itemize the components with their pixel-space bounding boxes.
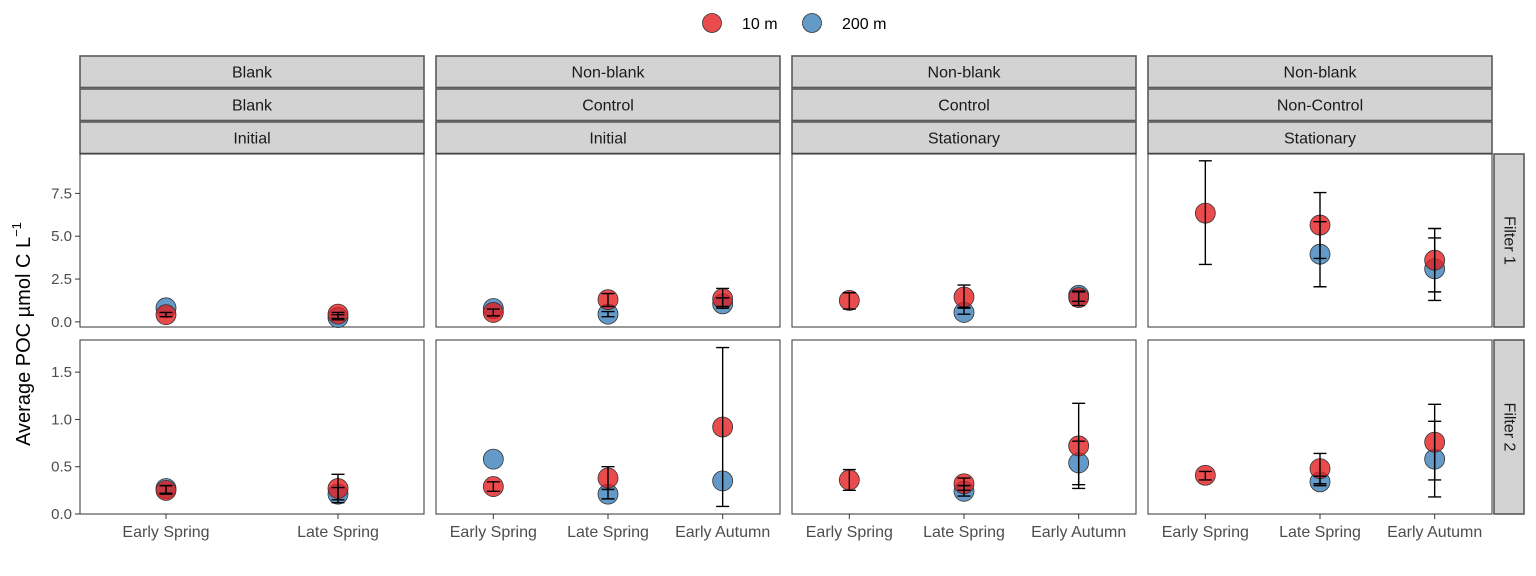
- facet-strip-label-non-control: Non-Control: [1277, 97, 1363, 114]
- row-strip-filter-1: [1493, 153, 1525, 328]
- error-bar-200-m-early-autumn: [1428, 237, 1442, 302]
- facet-strip-1-level-3: [79, 121, 425, 155]
- axes: 0.0 2.5 5.0 7.5 0.0 0.5 1.0 1.5 Early Spring Late…: [51, 185, 1482, 541]
- y-tick-label: 0.0: [51, 506, 72, 523]
- row-strip-label-filter-2: Filter 2: [1501, 403, 1518, 452]
- data-point-200-m-early-spring: [482, 448, 504, 470]
- facet-strip-1-level-1: [79, 55, 425, 89]
- facet-strip-label-blank: Blank: [232, 64, 273, 81]
- error-bar-10-m-early-spring: [159, 311, 173, 318]
- x-tick-label-late-spring: Late Spring: [297, 524, 379, 541]
- y-axis-title-superscript: −1: [9, 222, 24, 237]
- facet-strip-2-level-1: [435, 55, 781, 89]
- facet-panels: [79, 153, 1493, 515]
- facet-strip-label-blank: Blank: [232, 97, 273, 114]
- facet-strip-4-level-1: [1147, 55, 1493, 89]
- error-bar-10-m-early-spring: [1198, 160, 1212, 266]
- error-bar-200-m-late-spring: [331, 313, 345, 321]
- facet-strip-3-level-1: [791, 55, 1137, 89]
- panel-col1-filter-2: [79, 339, 425, 515]
- error-bar-10-m-early-spring: [486, 308, 500, 317]
- facet-strip-label-stationary: Stationary: [928, 130, 1000, 147]
- facet-strip-label-non-blank: Non-blank: [572, 64, 646, 81]
- error-bar-200-m-early-autumn: [716, 297, 730, 309]
- error-bar-200-m-late-spring: [957, 484, 971, 497]
- x-tick-label-late-spring: Late Spring: [567, 524, 649, 541]
- error-bar-10-m-early-spring: [486, 481, 500, 493]
- error-bar-200-m-late-spring: [957, 307, 971, 315]
- facet-strip-4-level-2: [1147, 88, 1493, 122]
- y-axis-title: Average POC µmol C L−1: [9, 222, 35, 446]
- legend-key-200-m: [802, 13, 822, 33]
- panel-col1-filter-1: [79, 153, 425, 328]
- facet-strip-label-initial: Initial: [233, 130, 270, 147]
- error-bar-10-m-early-spring: [842, 292, 856, 310]
- facet-strip-label-non-blank: Non-blank: [1284, 64, 1358, 81]
- legend-key-10-m: [702, 13, 722, 33]
- x-tick-label-early-spring: Early Spring: [1162, 524, 1249, 541]
- legend-label-10-m: 10 m: [742, 16, 778, 33]
- facet-strip-label-non-blank: Non-blank: [928, 64, 1002, 81]
- facet-strip-label-initial: Initial: [589, 130, 626, 147]
- y-tick-label: 2.5: [51, 271, 72, 288]
- x-tick-label-early-autumn: Early Autumn: [675, 524, 770, 541]
- error-bar-10-m-early-spring: [1198, 470, 1212, 481]
- y-axis-title-main: Average POC µmol C L: [13, 237, 35, 446]
- error-bar-200-m-late-spring: [601, 488, 615, 500]
- x-tick-label-early-autumn: Early Autumn: [1387, 524, 1482, 541]
- x-tick-label-early-spring: Early Spring: [450, 524, 537, 541]
- error-bar-10-m-late-spring: [601, 292, 615, 308]
- x-tick-label-early-autumn: Early Autumn: [1031, 524, 1126, 541]
- facet-strip-label-control: Control: [582, 97, 634, 114]
- x-tick-label-early-spring: Early Spring: [122, 524, 209, 541]
- error-bar-10-m-early-spring: [842, 468, 856, 492]
- error-bar-10-m-late-spring: [957, 284, 971, 309]
- facet-strip-1-level-2: [79, 88, 425, 122]
- row-strip-filter-2: [1493, 339, 1525, 515]
- error-bar-200-m-early-autumn: [1428, 420, 1442, 498]
- error-bar-200-m-late-spring: [1313, 220, 1327, 288]
- error-bar-200-m-early-spring: [159, 484, 173, 494]
- facet-strip-2-level-3: [435, 121, 781, 155]
- facet-strips: Blank Blank Initial Non-blank Control Initial…: [79, 55, 1525, 515]
- y-tick-label: 5.0: [51, 228, 72, 245]
- y-tick-label: 7.5: [51, 185, 72, 202]
- facet-strip-label-stationary: Stationary: [1284, 130, 1356, 147]
- facet-strip-label-control: Control: [938, 97, 990, 114]
- y-tick-label: 0.0: [51, 314, 72, 331]
- x-tick-label-late-spring: Late Spring: [1279, 524, 1361, 541]
- error-bar-200-m-late-spring: [1313, 475, 1327, 487]
- y-tick-label: 0.5: [51, 459, 72, 476]
- y-tick-label: 1.5: [51, 364, 72, 381]
- legend-label-200-m: 200 m: [842, 16, 886, 33]
- facet-strip-2-level-2: [435, 88, 781, 122]
- y-tick-label: 1.0: [51, 411, 72, 428]
- error-bar-200-m-late-spring: [331, 486, 345, 501]
- error-bar-200-m-early-autumn: [1072, 440, 1086, 486]
- x-tick-label-early-spring: Early Spring: [806, 524, 893, 541]
- error-bar-200-m-early-autumn: [1072, 291, 1086, 303]
- legend: 10 m 200 m: [702, 13, 886, 33]
- x-tick-label-late-spring: Late Spring: [923, 524, 1005, 541]
- error-bar-200-m-late-spring: [601, 310, 615, 318]
- row-strip-label-filter-1: Filter 1: [1501, 216, 1518, 265]
- facet-strip-3-level-2: [791, 88, 1137, 122]
- error-bar-10-m-early-autumn: [716, 346, 730, 508]
